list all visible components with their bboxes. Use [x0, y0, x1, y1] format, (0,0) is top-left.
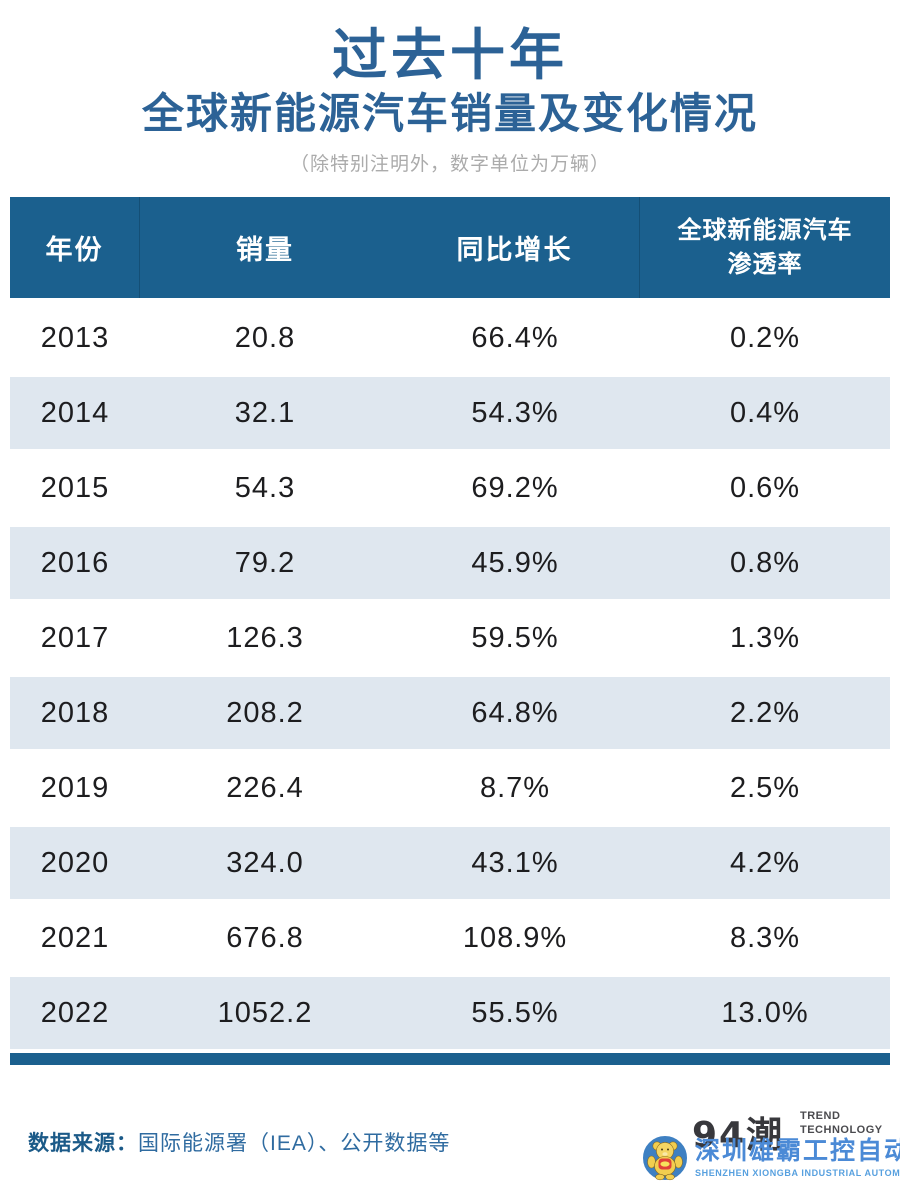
table-row: 2014 32.1 54.3% 0.4% — [10, 377, 890, 452]
table-row: 2016 79.2 45.9% 0.8% — [10, 527, 890, 602]
penetration-cell: 8.3% — [729, 921, 801, 954]
sales-cell: 226.4 — [226, 771, 304, 804]
sales-cell: 54.3 — [234, 471, 296, 504]
title-block: 过去十年 全球新能源汽车销量及变化情况 （除特别注明外，数字单位为万辆） — [0, 0, 900, 176]
year-cell: 2020 — [40, 846, 110, 879]
header-year: 年份 — [10, 197, 140, 298]
table-row: 2018 208.2 64.8% 2.2% — [10, 677, 890, 752]
header-yoy: 同比增长 — [390, 197, 640, 298]
table-row: 2022 1052.2 55.5% 13.0% — [10, 977, 890, 1052]
yoy-cell: 43.1% — [471, 846, 559, 879]
page-subtitle: （除特别注明外，数字单位为万辆） — [289, 153, 610, 175]
table-row: 2013 20.8 66.4% 0.2% — [10, 302, 890, 377]
penetration-cell: 13.0% — [721, 996, 809, 1029]
penetration-cell: 4.2% — [729, 846, 801, 879]
bear-mascot-icon — [641, 1134, 689, 1182]
table-header-row: 年份 销量 同比增长 全球新能源汽车 渗透率 — [10, 197, 890, 302]
header-penetration: 全球新能源汽车 渗透率 — [640, 197, 890, 298]
yoy-cell: 64.8% — [471, 696, 559, 729]
yoy-cell: 59.5% — [471, 621, 559, 654]
yoy-cell: 108.9% — [462, 921, 568, 954]
penetration-cell: 0.8% — [729, 546, 801, 579]
watermark-english: SHENZHEN XIONGBA INDUSTRIAL AUTOMATION — [695, 1167, 900, 1178]
sales-cell: 324.0 — [226, 846, 304, 879]
watermark: 深圳雄霸工控自动化 SHENZHEN XIONGBA INDUSTRIAL AU… — [641, 1134, 900, 1182]
table-row: 2021 676.8 108.9% 8.3% — [10, 902, 890, 977]
data-source: 数据来源：国际能源署（IEA）、公开数据等 — [28, 1127, 450, 1157]
table-row: 2019 226.4 8.7% 2.5% — [10, 752, 890, 827]
page-title-line1: 过去十年 — [331, 24, 568, 86]
table-row: 2017 126.3 59.5% 1.3% — [10, 602, 890, 677]
94trend-logo-subtext-line2: TECHNOLOGY — [800, 1123, 883, 1136]
data-source-value: 国际能源署（IEA）、公开数据等 — [138, 1132, 451, 1155]
page-title-line2: 全球新能源汽车销量及变化情况 — [141, 90, 758, 137]
year-cell: 2021 — [40, 921, 110, 954]
year-cell: 2022 — [40, 996, 110, 1029]
table-bottom-bar — [10, 1053, 890, 1065]
yoy-cell: 54.3% — [471, 396, 559, 429]
yoy-cell: 55.5% — [471, 996, 559, 1029]
yoy-cell: 69.2% — [471, 471, 559, 504]
penetration-cell: 0.4% — [729, 396, 801, 429]
yoy-cell: 66.4% — [471, 321, 559, 354]
header-penetration-line1: 全球新能源汽车 — [677, 216, 853, 244]
94trend-logo: 94潮 — [692, 1115, 785, 1156]
table-row: 2015 54.3 69.2% 0.6% — [10, 452, 890, 527]
penetration-cell: 2.2% — [729, 696, 801, 729]
year-cell: 2014 — [40, 396, 110, 429]
sales-cell: 676.8 — [226, 921, 304, 954]
sales-cell: 208.2 — [226, 696, 304, 729]
nev-sales-table: 年份 销量 同比增长 全球新能源汽车 渗透率 2013 20.8 66.4% 0… — [10, 197, 890, 1065]
year-cell: 2013 — [40, 321, 110, 354]
year-cell: 2016 — [40, 546, 110, 579]
watermark-chinese: 深圳雄霸工控自动化 — [695, 1137, 900, 1166]
penetration-cell: 2.5% — [729, 771, 801, 804]
header-sales: 销量 — [236, 235, 294, 265]
sales-cell: 1052.2 — [217, 996, 313, 1029]
year-cell: 2019 — [40, 771, 110, 804]
year-cell: 2015 — [40, 471, 110, 504]
watermark-text: 深圳雄霸工控自动化 SHENZHEN XIONGBA INDUSTRIAL AU… — [695, 1138, 900, 1178]
sales-cell: 126.3 — [226, 621, 304, 654]
penetration-cell: 1.3% — [729, 621, 801, 654]
94trend-logo-subtext-line1: TREND — [800, 1110, 841, 1122]
data-source-label: 数据来源： — [28, 1132, 138, 1155]
year-cell: 2017 — [40, 621, 110, 654]
sales-cell: 32.1 — [234, 396, 296, 429]
sales-cell: 20.8 — [234, 321, 296, 354]
sales-cell: 79.2 — [234, 546, 296, 579]
header-penetration-line2: 渗透率 — [727, 250, 803, 278]
table-row: 2020 324.0 43.1% 4.2% — [10, 827, 890, 902]
94trend-logo-subtext: TREND TECHNOLOGY — [800, 1110, 883, 1138]
year-cell: 2018 — [40, 696, 110, 729]
yoy-cell: 8.7% — [479, 771, 551, 804]
penetration-cell: 0.6% — [729, 471, 801, 504]
penetration-cell: 0.2% — [729, 321, 801, 354]
yoy-cell: 45.9% — [471, 546, 559, 579]
